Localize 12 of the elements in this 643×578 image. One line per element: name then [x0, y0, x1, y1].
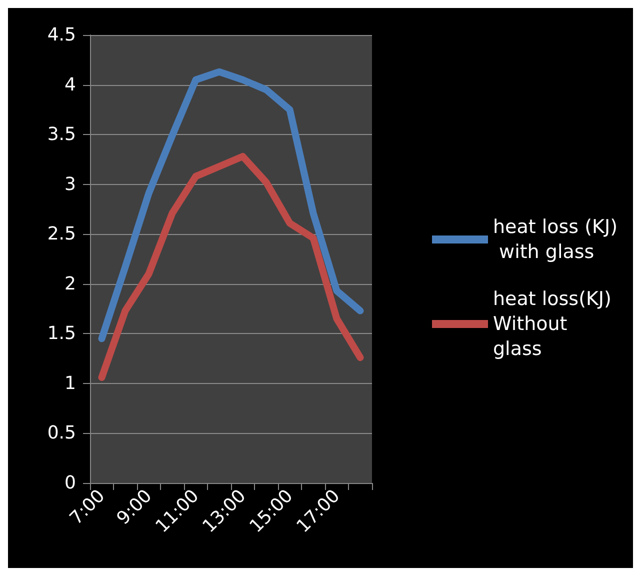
y-tick-label: 4.5	[47, 24, 76, 46]
y-tick-label: 2.5	[47, 224, 76, 245]
y-tick-label: 1.5	[47, 323, 76, 344]
y-tick-label: 3.5	[47, 124, 76, 146]
y-tick-label: 0	[64, 472, 76, 494]
legend-label: heat loss (KJ) with glass	[493, 216, 618, 263]
y-tick-label: 1	[64, 372, 76, 394]
y-tick-label: 2	[64, 273, 76, 294]
y-tick-label: 0.5	[47, 422, 76, 444]
legend-label: heat loss(KJ) Without glass	[493, 288, 618, 360]
y-tick-label: 4	[64, 74, 76, 96]
y-tick-label: 3	[64, 174, 76, 195]
